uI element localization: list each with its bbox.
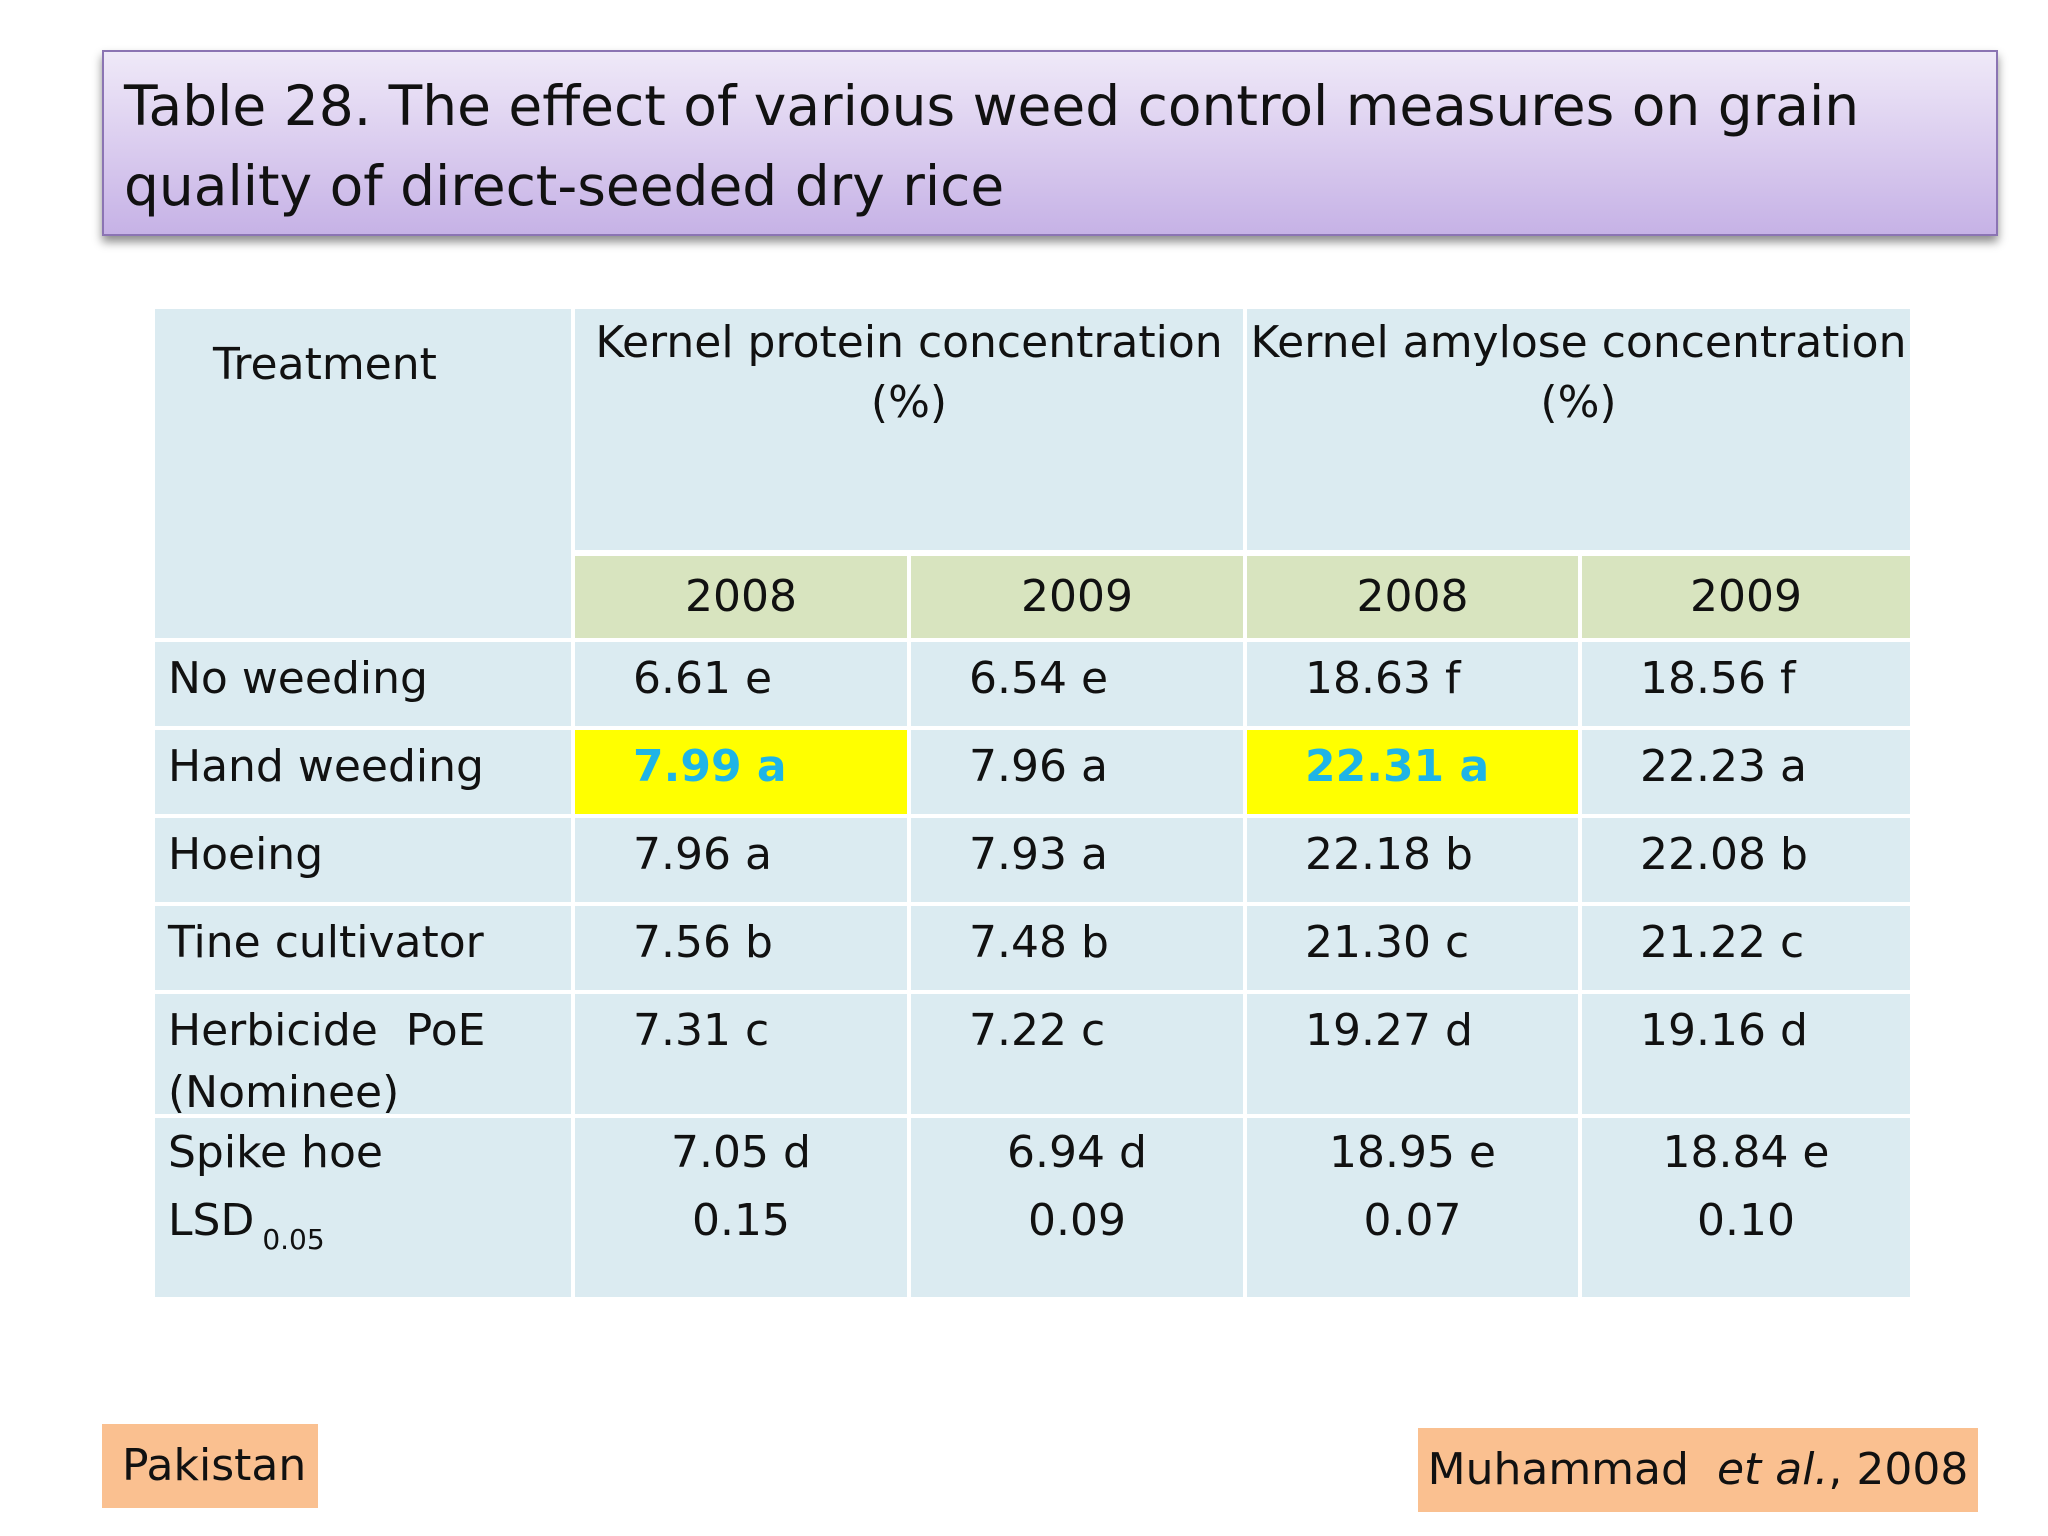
highlighted-cell: 7.99 a bbox=[575, 730, 907, 814]
row-label-hoeing: Hoeing bbox=[155, 818, 571, 902]
citation-badge: Muhammad et al., 2008 bbox=[1418, 1428, 1978, 1512]
row-label-herbicide-line-2: (Nominee) bbox=[168, 1067, 400, 1118]
table-cell: 22.08 b bbox=[1582, 818, 1910, 902]
protein-header-cell: Kernel protein concentration (%) bbox=[575, 309, 1243, 550]
row-label-hand-weeding: Hand weeding bbox=[155, 730, 571, 814]
table-cell: 6.61 e bbox=[575, 642, 907, 726]
lsd-value: 0.07 bbox=[1363, 1195, 1462, 1246]
table-cell: 22.23 a bbox=[1582, 730, 1910, 814]
row-label-no-weeding: No weeding bbox=[155, 642, 571, 726]
citation-etal: et al. bbox=[1716, 1444, 1829, 1495]
table-cell-spike-lsd: 18.95 e 0.07 bbox=[1247, 1118, 1578, 1297]
table-cell: 7.22 c bbox=[911, 994, 1243, 1114]
amylose-header-cell: Kernel amylose concentration (%) bbox=[1247, 309, 1910, 550]
spike-value: 18.95 e bbox=[1328, 1127, 1497, 1178]
treatment-header: Treatment bbox=[213, 339, 437, 390]
table-cell: 7.48 b bbox=[911, 906, 1243, 990]
table-cell: 7.31 c bbox=[575, 994, 907, 1114]
amylose-header-line-1: Kernel amylose concentration bbox=[1250, 317, 1907, 368]
year-cell-amylose-2008: 2008 bbox=[1247, 556, 1578, 638]
slide-title-box: Table 28. The effect of various weed con… bbox=[102, 50, 1998, 236]
table-cell: 19.16 d bbox=[1582, 994, 1910, 1114]
citation-year: , 2008 bbox=[1828, 1444, 1969, 1495]
treatment-header-cell: Treatment bbox=[155, 309, 571, 638]
table-cell: 7.96 a bbox=[911, 730, 1243, 814]
spike-value: 7.05 d bbox=[671, 1127, 811, 1178]
row-label-tine-cultivator: Tine cultivator bbox=[155, 906, 571, 990]
table-cell: 19.27 d bbox=[1247, 994, 1578, 1114]
spike-value: 6.94 d bbox=[1007, 1127, 1147, 1178]
country-badge: Pakistan bbox=[102, 1424, 318, 1508]
row-label-herbicide: Herbicide PoE (Nominee) bbox=[155, 994, 571, 1118]
table-cell-spike-lsd: 6.94 d 0.09 bbox=[911, 1118, 1243, 1297]
table-cell: 7.96 a bbox=[575, 818, 907, 902]
table-cell: 6.54 e bbox=[911, 642, 1243, 726]
table-cell: 21.22 c bbox=[1582, 906, 1910, 990]
row-label-lsd: LSD 0.05 bbox=[168, 1190, 571, 1271]
lsd-subscript: 0.05 bbox=[262, 1223, 325, 1256]
results-table: Treatment Kernel protein concentration (… bbox=[155, 309, 1910, 1297]
protein-header-line-2: (%) bbox=[870, 377, 948, 428]
year-cell-amylose-2009: 2009 bbox=[1582, 556, 1910, 638]
lsd-value: 0.10 bbox=[1697, 1195, 1795, 1246]
lsd-value: 0.15 bbox=[692, 1195, 790, 1246]
year-cell-protein-2008: 2008 bbox=[575, 556, 907, 638]
row-label-herbicide-line-1: Herbicide PoE bbox=[168, 1005, 486, 1056]
row-label-spike-lsd: Spike hoe LSD 0.05 bbox=[155, 1118, 571, 1297]
amylose-header-line-2: (%) bbox=[1540, 377, 1617, 428]
table-cell: 21.30 c bbox=[1247, 906, 1578, 990]
table-cell: 7.93 a bbox=[911, 818, 1243, 902]
year-cell-protein-2009: 2009 bbox=[911, 556, 1243, 638]
protein-header-line-1: Kernel protein concentration bbox=[595, 317, 1223, 368]
lsd-label: LSD bbox=[168, 1195, 255, 1246]
slide-title-line-2: quality of direct-seeded dry rice bbox=[124, 154, 1005, 218]
citation-author: Muhammad bbox=[1427, 1444, 1689, 1495]
spike-value: 18.84 e bbox=[1662, 1127, 1830, 1178]
row-label-spike-hoe: Spike hoe bbox=[168, 1127, 383, 1178]
table-cell: 18.56 f bbox=[1582, 642, 1910, 726]
table-cell: 7.56 b bbox=[575, 906, 907, 990]
highlighted-cell: 22.31 a bbox=[1247, 730, 1578, 814]
table-cell-spike-lsd: 18.84 e 0.10 bbox=[1582, 1118, 1910, 1297]
lsd-value: 0.09 bbox=[1028, 1195, 1126, 1246]
slide-title-line-1: Table 28. The effect of various weed con… bbox=[124, 74, 1860, 138]
table-cell: 22.18 b bbox=[1247, 818, 1578, 902]
table-cell: 18.63 f bbox=[1247, 642, 1578, 726]
table-cell-spike-lsd: 7.05 d 0.15 bbox=[575, 1118, 907, 1297]
